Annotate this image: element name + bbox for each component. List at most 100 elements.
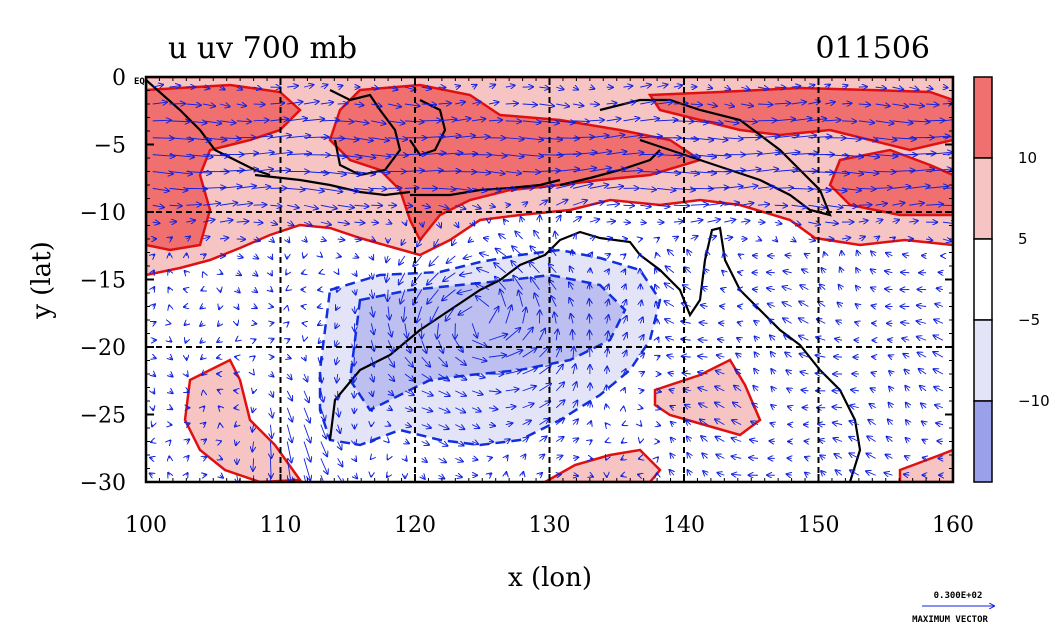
wind-vector bbox=[518, 291, 524, 307]
wind-vector bbox=[825, 205, 842, 207]
wind-vector bbox=[499, 234, 507, 239]
wind-vector bbox=[354, 104, 363, 105]
wind-vector bbox=[623, 300, 626, 307]
wind-vector bbox=[153, 357, 156, 358]
wind-vector bbox=[303, 119, 324, 121]
wind-vector bbox=[152, 120, 171, 121]
wind-vector bbox=[556, 200, 567, 206]
wind-vector bbox=[320, 222, 331, 225]
wind-vector bbox=[421, 408, 432, 412]
wind-vector bbox=[186, 340, 187, 342]
wind-vector bbox=[889, 403, 893, 408]
wind-vector bbox=[681, 339, 691, 340]
wind-vector bbox=[270, 323, 273, 324]
wind-vector bbox=[774, 152, 800, 155]
wind-vector bbox=[555, 382, 564, 392]
y-tick-label: −5 bbox=[94, 134, 126, 159]
wind-vector bbox=[186, 172, 211, 174]
wind-vector bbox=[522, 328, 533, 341]
wind-vector bbox=[438, 188, 456, 189]
wind-vector bbox=[203, 104, 215, 106]
wind-vector bbox=[488, 120, 502, 121]
wind-vector bbox=[683, 285, 691, 290]
wind-vector bbox=[902, 338, 910, 340]
wind-vector bbox=[236, 256, 243, 258]
wind-vector bbox=[388, 121, 404, 123]
wind-vector bbox=[572, 104, 583, 106]
wind-vector bbox=[427, 272, 439, 285]
wind-vector bbox=[623, 316, 626, 324]
wind-vector bbox=[438, 136, 461, 138]
wind-vector bbox=[926, 152, 952, 154]
y-tick-label: −25 bbox=[80, 404, 126, 429]
wind-vector bbox=[707, 138, 728, 140]
wind-vector bbox=[886, 253, 893, 256]
wind-vector bbox=[774, 119, 795, 121]
wind-vector bbox=[303, 85, 313, 87]
wind-vector bbox=[905, 386, 909, 391]
wind-vector bbox=[321, 373, 322, 382]
wind-vector bbox=[152, 102, 167, 104]
wind-vector bbox=[640, 408, 642, 409]
colorbar-label: −5 bbox=[1018, 311, 1040, 329]
wind-vector bbox=[573, 457, 578, 458]
wind-vector bbox=[253, 222, 263, 223]
wind-vector bbox=[842, 85, 848, 87]
wind-vector bbox=[304, 172, 328, 174]
wind-vector bbox=[186, 473, 187, 475]
wind-vector bbox=[458, 306, 473, 315]
wind-vector bbox=[337, 373, 338, 382]
wind-vector bbox=[220, 273, 222, 274]
wind-vector bbox=[455, 205, 465, 209]
wind-vector bbox=[318, 323, 321, 325]
wind-vector bbox=[572, 217, 581, 223]
wind-vector bbox=[670, 454, 674, 459]
wind-vector bbox=[791, 205, 807, 207]
wind-vector bbox=[253, 187, 271, 189]
wind-vector bbox=[757, 169, 778, 172]
wind-vector bbox=[523, 437, 528, 441]
wind-vector bbox=[757, 186, 774, 188]
wind-vector bbox=[455, 222, 458, 227]
wind-vector bbox=[657, 172, 680, 174]
wind-vector bbox=[687, 436, 691, 441]
wind-vector bbox=[589, 202, 604, 205]
wind-vector bbox=[657, 356, 660, 357]
wind-vector bbox=[573, 347, 574, 358]
wind-vector bbox=[935, 405, 944, 408]
date-label: 011506 bbox=[815, 31, 930, 66]
wind-vector bbox=[354, 306, 355, 314]
wind-vector bbox=[471, 425, 479, 428]
wind-vector bbox=[287, 222, 293, 225]
wind-vector bbox=[741, 186, 757, 189]
wind-vector bbox=[690, 204, 708, 205]
wind-vector bbox=[640, 119, 659, 121]
wind-vector bbox=[589, 168, 611, 172]
wind-vector bbox=[254, 290, 258, 293]
wind-vector bbox=[590, 440, 592, 441]
wind-vector bbox=[722, 271, 724, 273]
wind-vector bbox=[856, 268, 859, 273]
wind-vector bbox=[185, 323, 187, 325]
wind-vector bbox=[253, 391, 254, 393]
wind-vector bbox=[590, 421, 591, 424]
wind-vector bbox=[769, 441, 775, 442]
wind-vector bbox=[455, 86, 460, 87]
wind-vector bbox=[782, 302, 792, 306]
wind-vector bbox=[169, 155, 195, 158]
wind-vector bbox=[800, 285, 809, 290]
wind-vector bbox=[673, 172, 699, 174]
wind-vector bbox=[701, 436, 708, 442]
wind-vector bbox=[606, 103, 617, 104]
wind-vector bbox=[717, 355, 725, 357]
wind-vector bbox=[721, 289, 724, 290]
wind-vector bbox=[152, 222, 160, 223]
wind-vector bbox=[152, 85, 163, 87]
wind-vector bbox=[640, 85, 651, 87]
wind-vector bbox=[833, 423, 843, 425]
wind-vector bbox=[320, 424, 326, 439]
wind-vector bbox=[354, 390, 355, 398]
wind-vector bbox=[606, 135, 625, 138]
wind-vector bbox=[606, 119, 621, 121]
wind-vector bbox=[219, 220, 233, 222]
